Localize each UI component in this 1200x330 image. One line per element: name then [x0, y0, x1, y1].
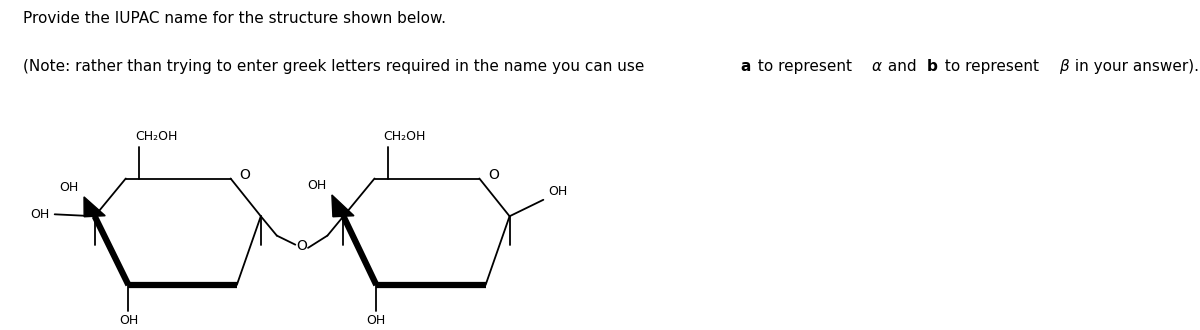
Text: OH: OH — [548, 185, 568, 198]
Polygon shape — [332, 195, 354, 217]
Text: O: O — [296, 239, 307, 253]
Text: α: α — [871, 59, 882, 74]
Text: OH: OH — [367, 314, 386, 327]
Text: OH: OH — [60, 181, 79, 194]
Text: to represent: to represent — [940, 59, 1044, 74]
Text: OH: OH — [307, 179, 326, 192]
Text: CH₂OH: CH₂OH — [134, 130, 178, 143]
Text: a: a — [740, 59, 751, 74]
Text: and: and — [883, 59, 922, 74]
Text: (Note: rather than trying to enter greek letters required in the name you can us: (Note: rather than trying to enter greek… — [23, 59, 649, 74]
Text: CH₂OH: CH₂OH — [384, 130, 426, 143]
Text: OH: OH — [119, 314, 138, 327]
Text: to represent: to represent — [752, 59, 857, 74]
Polygon shape — [84, 197, 106, 217]
Text: O: O — [240, 168, 251, 182]
Text: in your answer).: in your answer). — [1070, 59, 1199, 74]
Text: Provide the IUPAC name for the structure shown below.: Provide the IUPAC name for the structure… — [23, 11, 445, 26]
Text: O: O — [488, 168, 499, 182]
Text: β: β — [1058, 59, 1068, 74]
Text: OH: OH — [30, 208, 49, 221]
Text: b: b — [928, 59, 938, 74]
